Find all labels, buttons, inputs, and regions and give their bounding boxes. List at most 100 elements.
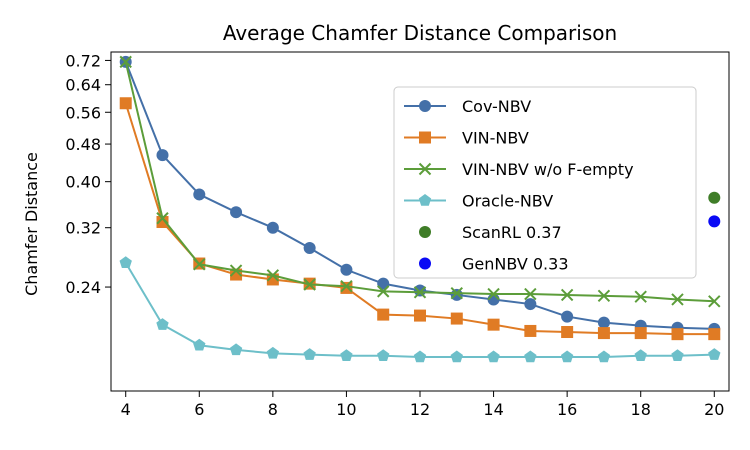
data-point	[524, 324, 537, 337]
data-point	[671, 328, 684, 341]
data-point	[156, 149, 169, 162]
data-point	[303, 278, 316, 291]
data-point	[230, 206, 243, 219]
data-point	[414, 309, 426, 322]
data-point	[450, 350, 463, 363]
data-point	[377, 277, 390, 290]
legend-entry: VIN-NBV	[404, 129, 529, 148]
y-tick-label: 0.64	[65, 76, 101, 95]
data-point	[524, 350, 537, 363]
data-point	[266, 346, 280, 359]
legend-label: VIN-NBV w/o F-empty	[462, 160, 634, 179]
y-tick-label: 0.56	[65, 103, 101, 122]
series-cov-nbv	[119, 55, 721, 335]
legend-entry: Oracle-NBV	[404, 192, 553, 211]
data-point	[671, 293, 684, 306]
x-tick-label: 16	[557, 400, 577, 419]
legend-label: VIN-NBV	[462, 129, 529, 148]
data-point	[524, 298, 537, 311]
data-point	[450, 286, 463, 300]
data-point	[560, 350, 574, 363]
legend-marker	[419, 100, 431, 112]
x-tick-label: 10	[336, 400, 356, 419]
x-tick-label: 12	[410, 400, 430, 419]
data-point	[377, 349, 390, 362]
legend-entry: VIN-NBV w/o F-empty	[404, 160, 634, 179]
chart-title: Average Chamfer Distance Comparison	[223, 21, 617, 45]
legend-label: Oracle-NBV	[462, 192, 553, 211]
data-point	[229, 264, 243, 277]
legend-marker	[419, 226, 431, 238]
x-tick-label: 4	[121, 400, 131, 419]
data-point	[487, 350, 500, 363]
data-point	[634, 349, 647, 362]
x-tick-label: 6	[194, 400, 204, 419]
series-oracle-nbv	[119, 256, 721, 363]
data-point	[377, 308, 390, 321]
legend-entry: GenNBV 0.33	[419, 255, 569, 274]
legend-marker	[418, 162, 432, 176]
data-point	[413, 350, 427, 363]
data-point	[340, 263, 353, 276]
data-point	[303, 348, 316, 360]
legend-marker	[419, 131, 431, 144]
data-point	[303, 242, 316, 255]
data-point	[119, 256, 132, 269]
data-point	[156, 215, 169, 228]
x-tick-label: 20	[704, 400, 724, 419]
plot-area: 4 6 8 10 12 14 16 18 20 0.24 0.32 0.40 0.48 0.56 0.64 0…	[65, 51, 730, 419]
legend-label: Cov-NBV	[462, 97, 531, 116]
y-tick-label: 0.72	[65, 51, 101, 70]
data-point	[377, 285, 390, 298]
data-point	[708, 348, 721, 360]
data-point	[708, 295, 721, 308]
data-point	[561, 326, 574, 339]
data-point	[524, 287, 537, 301]
legend-marker	[418, 194, 432, 206]
data-point	[340, 281, 353, 294]
y-tick-label: 0.32	[65, 219, 101, 238]
data-point	[597, 327, 610, 340]
legend-label: GenNBV 0.33	[462, 255, 569, 274]
data-point	[487, 287, 500, 301]
data-point	[193, 188, 206, 201]
data-point	[671, 349, 684, 362]
data-point	[634, 290, 647, 303]
data-point	[597, 289, 611, 303]
x-tick-label: 8	[268, 400, 278, 419]
legend-entry: ScanRL 0.37	[419, 223, 562, 242]
y-tick-label: 0.40	[65, 173, 101, 192]
series-vin-nbv-w-o-f-empty	[119, 55, 721, 308]
data-point	[119, 55, 132, 69]
data-point	[450, 312, 463, 325]
legend-marker	[419, 257, 431, 270]
data-point	[413, 286, 427, 299]
data-point	[487, 318, 500, 331]
data-point	[266, 269, 280, 282]
data-point	[597, 316, 610, 329]
data-point	[708, 328, 721, 341]
data-point	[450, 288, 463, 301]
data-point	[597, 350, 611, 363]
y-tick-label: 0.48	[65, 135, 101, 154]
y-axis-label: Chamfer Distance	[22, 152, 41, 296]
extra-point	[708, 191, 721, 204]
extra-point	[708, 215, 721, 228]
data-point	[229, 343, 243, 356]
data-point	[156, 318, 169, 330]
data-point	[193, 338, 206, 351]
legend: Cov-NBV VIN-NBV VIN-NBV w/o F-empty Oracle-…	[393, 86, 697, 279]
x-tick-label: 14	[483, 400, 503, 419]
y-tick-label: 0.24	[65, 278, 101, 297]
data-point	[156, 212, 169, 225]
data-point	[560, 288, 574, 302]
legend-frame	[393, 86, 697, 279]
data-point	[266, 221, 279, 234]
data-point	[634, 327, 647, 340]
data-point	[414, 284, 426, 297]
data-point	[561, 310, 574, 323]
legend-entry: Cov-NBV	[404, 97, 531, 116]
legend-label: ScanRL 0.37	[462, 223, 562, 242]
